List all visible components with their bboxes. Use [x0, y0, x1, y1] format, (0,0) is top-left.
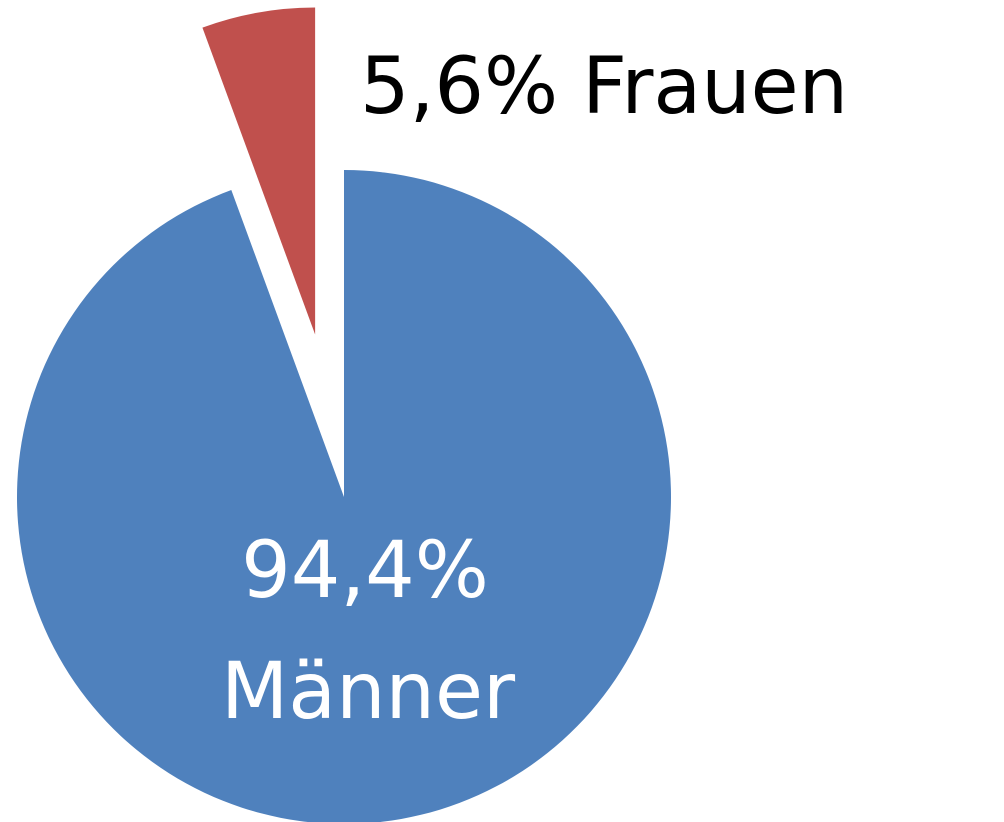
pie-slice	[202, 7, 316, 335]
slice-label: 5,6% Frauen	[360, 42, 848, 132]
pie	[17, 7, 671, 822]
pie-slice	[17, 170, 671, 822]
slice-category-label: Männer	[221, 647, 516, 737]
slice-value-label: 94,4%	[241, 526, 489, 616]
slice-category-label: Frauen	[582, 42, 848, 132]
slice-value-label: 5,6%	[360, 42, 558, 132]
